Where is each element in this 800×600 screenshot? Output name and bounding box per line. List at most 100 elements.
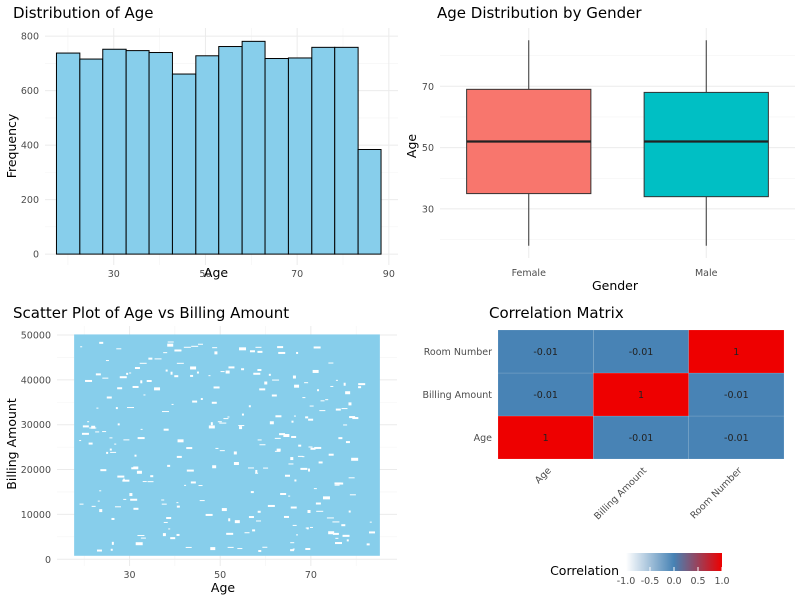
scatter-gap xyxy=(351,457,359,461)
scatter-gap xyxy=(290,457,294,461)
scatter-gap xyxy=(81,432,89,435)
boxplot-y-ticks: 30 50 70 xyxy=(422,82,434,216)
heatmap-legend: Correlation -1.0 -0.5 0.0 0.5 1.0 xyxy=(550,553,730,587)
scatter-gap xyxy=(167,464,171,467)
scatter-gap xyxy=(294,384,300,388)
scatter-gap xyxy=(111,541,114,545)
scatter-gap xyxy=(296,534,299,536)
scatter-gap xyxy=(133,466,139,468)
y-tick-label: Room Number xyxy=(424,347,492,358)
boxplot-boxes xyxy=(466,40,769,246)
scatter-gap xyxy=(308,418,314,421)
scatter-gap xyxy=(137,437,145,440)
histogram-bar xyxy=(357,148,382,255)
legend-tick-label: 0.5 xyxy=(690,576,705,587)
scatter-gap xyxy=(161,411,169,413)
scatter-gap xyxy=(102,431,107,433)
scatter-gap xyxy=(143,394,146,396)
scatter-gap xyxy=(248,405,251,408)
scatter-gap xyxy=(228,518,231,522)
scatter-gap xyxy=(165,369,168,372)
scatter-gap xyxy=(117,423,120,426)
scatter-gap xyxy=(309,526,313,528)
scatter-gap xyxy=(127,407,135,409)
scatter-gap xyxy=(114,506,121,508)
y-tick-label: 30 xyxy=(422,204,434,215)
legend-tick-label: 1.0 xyxy=(714,576,729,587)
scatter-gap xyxy=(174,349,182,352)
heatmap-cell xyxy=(497,415,594,460)
scatter-gap xyxy=(225,370,230,374)
scatter-gap xyxy=(167,341,174,343)
scatter-gap xyxy=(326,517,334,519)
scatter-gap xyxy=(317,389,320,392)
legend-tick-label: -1.0 xyxy=(617,576,636,587)
scatter-gap xyxy=(183,346,191,348)
scatter-gap xyxy=(205,513,213,516)
scatter-gap xyxy=(140,537,146,539)
scatter-gap xyxy=(342,534,350,537)
scatter-gap xyxy=(208,375,211,377)
scatter-gap xyxy=(167,343,174,347)
scatter-gap xyxy=(115,407,118,410)
scatter-gap xyxy=(291,435,297,438)
x-tick-label: 50 xyxy=(214,570,226,581)
scatter-gap xyxy=(335,537,339,539)
scatter-gap xyxy=(136,470,142,474)
scatter-gap xyxy=(259,444,266,446)
scatter-gap xyxy=(129,493,133,497)
scatter-gap xyxy=(262,546,268,548)
scatter-gap xyxy=(233,451,237,455)
scatter-gap xyxy=(97,500,100,502)
scatter-gap xyxy=(298,444,302,447)
scatter-gap xyxy=(133,507,139,510)
histogram-y-ticks: 0 200 400 600 800 xyxy=(21,32,39,261)
scatter-gap xyxy=(176,455,182,458)
scatter-gap xyxy=(247,467,254,469)
scatter-gap xyxy=(131,467,139,470)
scatter-gap xyxy=(139,362,147,364)
scatter-gap xyxy=(85,379,93,382)
scatter-gap xyxy=(315,502,321,505)
scatter-gap xyxy=(190,374,194,377)
scatter-gap xyxy=(129,372,132,374)
heatmap-cell xyxy=(593,372,689,417)
scatter-gap xyxy=(88,442,93,445)
scatter-gap xyxy=(95,431,100,433)
scatter-gap xyxy=(99,509,103,513)
scatter-gap xyxy=(244,532,250,534)
scatter-gap xyxy=(99,341,104,344)
scatter-gap xyxy=(176,502,179,504)
scatter-gap xyxy=(259,388,266,391)
scatter-gap xyxy=(343,382,346,386)
scatter-gap xyxy=(276,448,281,452)
scatter-gap xyxy=(226,532,234,535)
y-tick-label: 70 xyxy=(422,82,434,93)
scatter-gap xyxy=(308,468,311,472)
scatter-gap xyxy=(233,462,239,466)
scatter-gap xyxy=(146,380,152,383)
scatter-x-label: Age xyxy=(211,580,235,595)
scatter-gap xyxy=(294,479,297,482)
scatter-gap xyxy=(237,548,243,550)
scatter-gap xyxy=(310,447,316,450)
scatter-gap xyxy=(328,453,334,456)
scatter-gap xyxy=(170,371,173,375)
scatter-gap xyxy=(267,504,275,507)
scatter-gap xyxy=(349,416,356,419)
scatter-gap xyxy=(184,484,187,486)
heatmap-cell-label: -0.01 xyxy=(629,347,654,358)
scatter-x-ticks: 30 50 70 xyxy=(123,570,316,581)
y-tick-label: Billing Amount xyxy=(423,390,493,401)
scatter-gap xyxy=(137,535,145,537)
scatter-gap xyxy=(283,434,290,438)
legend-colorbar xyxy=(626,553,722,571)
y-tick-label: Age xyxy=(474,433,493,444)
y-tick-label: 0 xyxy=(45,555,51,566)
x-tick-label: 30 xyxy=(123,570,135,581)
scatter-gap xyxy=(91,425,96,429)
scatter-gap xyxy=(314,446,322,449)
y-tick-label: 40000 xyxy=(21,375,51,386)
x-tick-label: 30 xyxy=(108,269,120,280)
scatter-gap xyxy=(292,375,296,379)
